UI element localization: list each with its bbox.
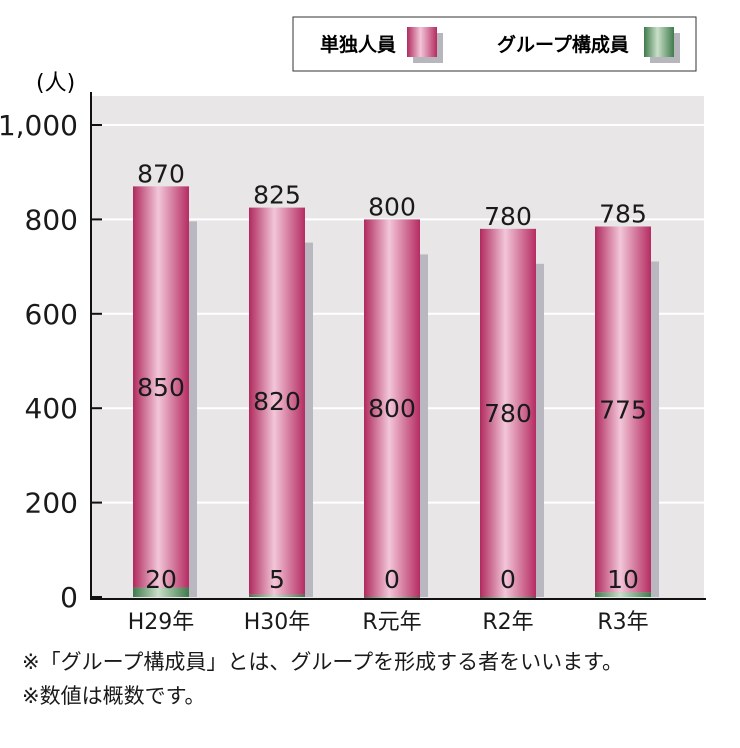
- legend-label-tandoku: 単独人員: [320, 33, 396, 56]
- bar-segment-tandoku: [595, 226, 651, 593]
- y-tick-label: 600: [25, 298, 78, 331]
- bar-segment-tandoku: [133, 186, 189, 588]
- y-tick-label: 0: [60, 581, 78, 614]
- bar-total-label: 870: [137, 159, 185, 188]
- x-axis-ticks: H29年 H30年 R元年 R2年 R3年: [128, 610, 649, 635]
- x-tick-label: R元年: [362, 610, 421, 635]
- bar-tandoku-label: 820: [253, 387, 301, 416]
- y-axis-unit-label: (人): [36, 71, 75, 96]
- bar-group-label: 0: [384, 565, 400, 594]
- bar-tandoku-label: 850: [137, 373, 185, 402]
- y-tick-label: 800: [25, 203, 78, 236]
- bar-segment-tandoku: [364, 219, 420, 597]
- bar-tandoku-label: 780: [484, 399, 532, 428]
- bar-segment-group: [364, 597, 420, 599]
- x-tick-label: R2年: [482, 610, 533, 635]
- bar-segment-group: [480, 597, 536, 599]
- x-tick-label: R3年: [597, 610, 648, 635]
- bar-segment-group: [133, 587, 189, 597]
- bar-group-label: 10: [607, 565, 639, 594]
- bar-segment-group: [249, 594, 305, 597]
- bar-total-label: 780: [484, 202, 532, 231]
- bar-segment-group: [595, 592, 651, 597]
- bar-segment-tandoku: [249, 207, 305, 595]
- legend-box: [292, 16, 697, 72]
- x-tick-label: H29年: [128, 610, 195, 635]
- legend-swatch-tandoku: [407, 27, 437, 57]
- stacked-bar-chart: 870 850 20 825 820 5 800 800 0 780 780 0 785 775 10 0 2…: [0, 16, 706, 635]
- bar-group-label: 20: [145, 565, 177, 594]
- legend-label-group: グループ構成員: [497, 33, 629, 56]
- bar-total-label: 825: [253, 181, 301, 210]
- bar-group-label: 5: [269, 565, 285, 594]
- footnote-group-definition: ※「グループ構成員」とは、グループを形成する者をいいます。: [22, 650, 623, 674]
- bar-tandoku-label: 800: [368, 394, 416, 423]
- y-axis-ticks: 0 200 400 600 800 1,000: [0, 109, 102, 614]
- data-labels: 870 850 20 825 820 5 800 800 0 780 780 0 785 775 10: [137, 159, 647, 594]
- legend-swatch-group: [644, 27, 674, 57]
- y-tick-label: 1,000: [0, 109, 78, 142]
- bar-group-label: 0: [500, 565, 516, 594]
- y-tick-label: 200: [25, 487, 78, 520]
- bar-tandoku-label: 775: [599, 395, 647, 424]
- bar-total-label: 785: [599, 199, 647, 228]
- bars: [133, 186, 651, 599]
- legend: 単独人員 グループ構成員: [292, 16, 697, 72]
- x-tick-label: H30年: [244, 610, 311, 635]
- y-tick-label: 400: [25, 392, 78, 425]
- bar-segment-tandoku: [480, 228, 536, 597]
- bar-total-label: 800: [368, 192, 416, 221]
- footnote-approximate: ※数値は概数です。: [22, 684, 206, 708]
